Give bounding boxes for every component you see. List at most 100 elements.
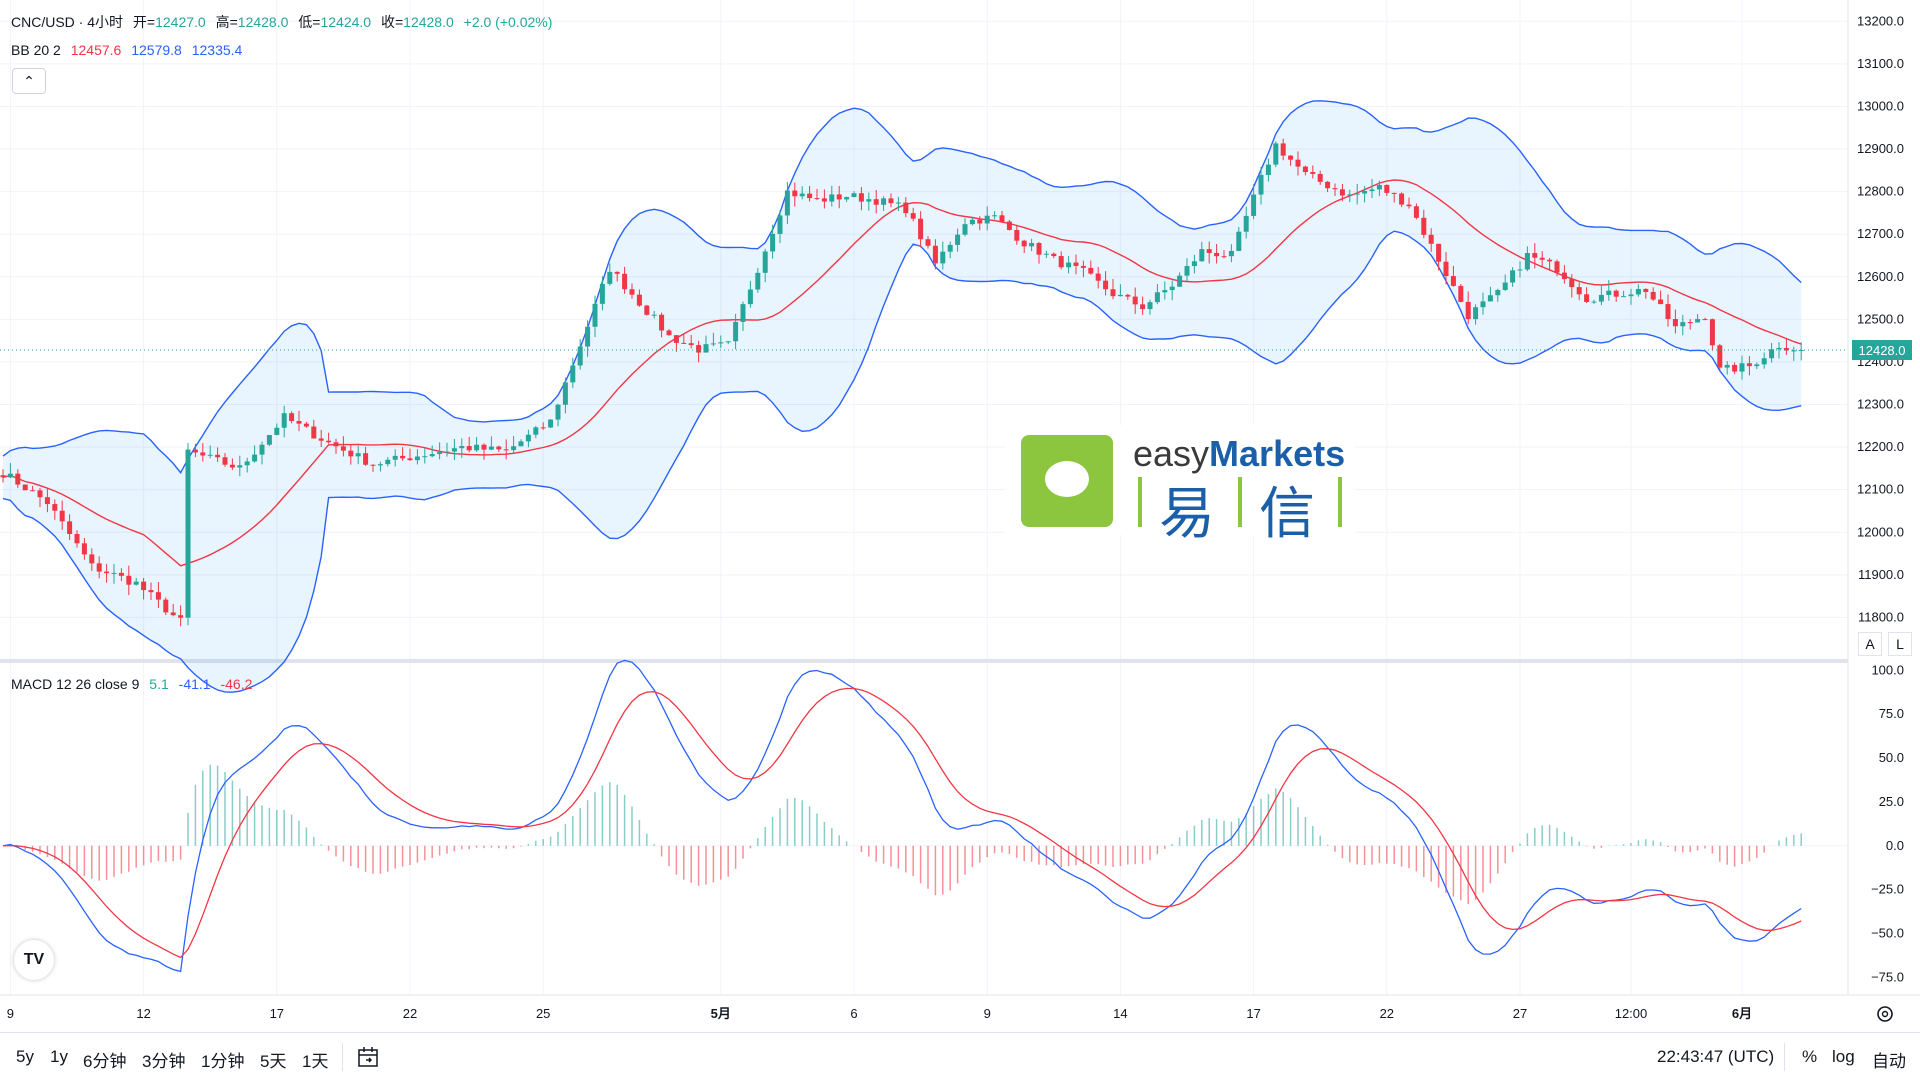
candle[interactable]: [681, 333, 687, 344]
candle[interactable]: [903, 197, 909, 218]
candle[interactable]: [148, 582, 154, 601]
candle[interactable]: [1510, 267, 1516, 287]
candle[interactable]: [525, 429, 531, 448]
candle[interactable]: [7, 463, 13, 479]
candle[interactable]: [414, 449, 420, 465]
candle[interactable]: [1413, 203, 1419, 220]
candle[interactable]: [1325, 181, 1331, 193]
candle[interactable]: [1317, 170, 1323, 185]
candle[interactable]: [1243, 206, 1249, 239]
candle[interactable]: [1606, 280, 1612, 301]
candle[interactable]: [281, 405, 287, 438]
candle[interactable]: [784, 181, 790, 225]
candle[interactable]: [733, 313, 739, 350]
candle[interactable]: [348, 444, 354, 465]
candle[interactable]: [444, 442, 450, 457]
candle[interactable]: [1014, 224, 1020, 245]
candle[interactable]: [932, 239, 938, 270]
candle[interactable]: [1058, 251, 1064, 270]
candle[interactable]: [955, 228, 961, 252]
timeframe-3min[interactable]: 3分钟: [142, 1052, 186, 1071]
candle[interactable]: [1776, 342, 1782, 359]
symbol-title[interactable]: CNC/USD · 4小时: [11, 14, 124, 30]
candle[interactable]: [511, 436, 517, 454]
candle[interactable]: [1399, 192, 1405, 208]
candle[interactable]: [1650, 287, 1656, 301]
candle[interactable]: [1465, 291, 1471, 325]
candle[interactable]: [918, 211, 924, 248]
candle[interactable]: [555, 403, 561, 427]
timeframe-6min[interactable]: 6分钟: [83, 1052, 127, 1071]
candle[interactable]: [925, 236, 931, 249]
candle[interactable]: [259, 441, 265, 465]
candle[interactable]: [1088, 260, 1094, 275]
candle[interactable]: [451, 438, 457, 460]
candle[interactable]: [962, 218, 968, 237]
candle[interactable]: [1643, 288, 1649, 299]
timeframe-1d[interactable]: 1天: [302, 1052, 329, 1071]
candle[interactable]: [1258, 166, 1264, 205]
candle[interactable]: [999, 211, 1005, 223]
candle[interactable]: [392, 449, 398, 467]
candle[interactable]: [1495, 288, 1501, 302]
candle[interactable]: [1029, 238, 1035, 252]
candle[interactable]: [1221, 250, 1227, 259]
candle[interactable]: [1191, 254, 1197, 274]
candle[interactable]: [141, 577, 147, 600]
candle[interactable]: [570, 357, 576, 388]
candle[interactable]: [910, 207, 916, 222]
candle[interactable]: [274, 423, 280, 436]
candle[interactable]: [496, 445, 502, 453]
candle[interactable]: [844, 196, 850, 202]
settings-gear-icon[interactable]: [1877, 1006, 1893, 1022]
candle[interactable]: [696, 340, 702, 363]
candle[interactable]: [792, 182, 798, 207]
candle[interactable]: [718, 335, 724, 348]
candle[interactable]: [1539, 251, 1545, 268]
candle[interactable]: [814, 188, 820, 201]
candle[interactable]: [1265, 158, 1271, 182]
candle[interactable]: [1783, 338, 1789, 355]
candle[interactable]: [1391, 192, 1397, 203]
candle[interactable]: [562, 377, 568, 414]
candle[interactable]: [1273, 141, 1279, 168]
candle[interactable]: [118, 568, 124, 582]
candle[interactable]: [252, 445, 258, 463]
candle[interactable]: [1732, 362, 1738, 375]
candle[interactable]: [215, 447, 221, 462]
candle[interactable]: [1791, 346, 1797, 361]
candle[interactable]: [126, 565, 132, 596]
candle[interactable]: [599, 276, 605, 311]
candle[interactable]: [1702, 317, 1708, 321]
candle[interactable]: [1517, 261, 1523, 278]
candle[interactable]: [1724, 361, 1730, 375]
candle[interactable]: [1206, 241, 1212, 264]
candle[interactable]: [481, 443, 487, 460]
candle[interactable]: [1043, 250, 1049, 258]
candle[interactable]: [1547, 258, 1553, 271]
candle[interactable]: [992, 211, 998, 220]
candle[interactable]: [644, 304, 650, 316]
candle[interactable]: [881, 196, 887, 211]
candle[interactable]: [96, 556, 102, 579]
candle[interactable]: [74, 530, 80, 548]
candle[interactable]: [1739, 355, 1745, 380]
candle[interactable]: [1280, 138, 1286, 161]
candle[interactable]: [947, 241, 953, 259]
candle[interactable]: [1443, 252, 1449, 285]
candle[interactable]: [1524, 246, 1530, 272]
candle[interactable]: [1214, 244, 1220, 264]
date-range-icon[interactable]: [356, 1045, 382, 1069]
candle[interactable]: [607, 263, 613, 286]
timeframe-1y[interactable]: 1y: [50, 1047, 68, 1066]
candle[interactable]: [222, 453, 228, 467]
candle[interactable]: [133, 577, 139, 586]
candle[interactable]: [59, 500, 65, 530]
candle[interactable]: [318, 429, 324, 448]
candle[interactable]: [377, 461, 383, 472]
candle[interactable]: [67, 514, 73, 541]
candle[interactable]: [1798, 342, 1804, 361]
candle[interactable]: [1613, 289, 1619, 302]
candle[interactable]: [289, 411, 295, 424]
candle[interactable]: [1487, 286, 1493, 302]
